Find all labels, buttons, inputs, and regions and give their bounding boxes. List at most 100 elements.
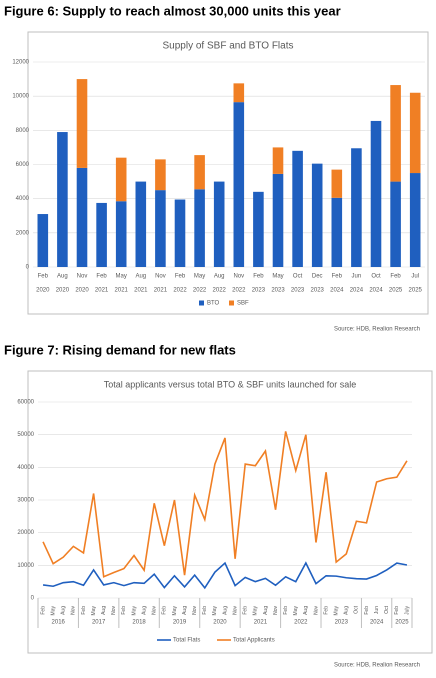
bar xyxy=(370,120,382,267)
x-tick-label: Feb xyxy=(243,606,249,615)
year-label: 2022 xyxy=(294,620,308,626)
x-tick-label: 2022 xyxy=(173,288,187,294)
x-tick-label: Feb xyxy=(175,274,186,280)
x-tick-label: May xyxy=(293,606,299,616)
bar xyxy=(115,157,127,202)
x-tick-label: Aug xyxy=(214,274,225,280)
x-tick-label: 2023 xyxy=(252,288,266,294)
x-tick-label: 2022 xyxy=(232,288,246,294)
x-tick-label: Oct xyxy=(293,274,303,280)
chart-frame xyxy=(27,370,433,654)
y-tick-label: 10000 xyxy=(17,563,34,569)
x-tick-label: Aug xyxy=(182,606,188,615)
x-tick-label: Aug xyxy=(61,606,67,615)
x-tick-label: 2025 xyxy=(409,288,423,294)
bar xyxy=(135,181,147,267)
bar xyxy=(292,150,303,267)
x-tick-label: Feb xyxy=(121,606,127,615)
chart-title: Total applicants versus total BTO & SBF … xyxy=(104,379,356,389)
x-tick-label: Feb xyxy=(332,274,343,280)
y-tick-label: 40000 xyxy=(17,465,34,471)
bar xyxy=(409,92,421,174)
x-tick-label: 2020 xyxy=(75,288,89,294)
bar xyxy=(213,181,225,267)
y-tick-label: 4000 xyxy=(16,196,30,202)
x-tick-label: Feb xyxy=(81,606,87,615)
x-tick-label: Feb xyxy=(323,606,329,615)
chart-frame xyxy=(27,31,429,315)
y-tick-label: 60000 xyxy=(17,400,34,406)
source: Source: HDB, Realion Research xyxy=(334,663,420,669)
x-tick-label: 2024 xyxy=(350,288,364,294)
x-tick-label: Nov xyxy=(232,606,238,615)
x-tick-label: May xyxy=(212,606,218,616)
bar xyxy=(331,197,343,267)
x-tick-label: Feb xyxy=(96,274,107,280)
legend-swatch xyxy=(199,300,204,306)
figure-title: Figure 6: Supply to reach almost 30,000 … xyxy=(4,3,341,18)
x-tick-label: July xyxy=(404,606,410,615)
year-label: 2021 xyxy=(254,620,268,626)
legend-swatch xyxy=(229,300,234,306)
year-label: 2025 xyxy=(395,620,409,626)
x-tick-label: Feb xyxy=(390,274,401,280)
bar xyxy=(409,173,421,267)
legend-label: Total Applicants xyxy=(233,638,275,644)
x-tick-label: 2021 xyxy=(134,288,148,294)
x-tick-label: Feb xyxy=(40,606,46,615)
x-tick-label: Oct xyxy=(384,605,390,613)
x-tick-label: Aug xyxy=(141,606,147,615)
x-tick-label: Nov xyxy=(192,606,198,615)
bar xyxy=(272,173,284,267)
x-tick-label: Nov xyxy=(152,606,158,615)
x-tick-label: Nov xyxy=(313,606,319,615)
x-tick-label: Nov xyxy=(77,274,88,280)
bar xyxy=(57,132,68,267)
bar xyxy=(76,79,88,168)
x-tick-label: Feb xyxy=(253,274,264,280)
y-tick-label: 50000 xyxy=(17,432,34,438)
year-label: 2019 xyxy=(173,620,187,626)
x-tick-label: May xyxy=(253,606,259,616)
x-tick-label: Nov xyxy=(155,274,166,280)
x-tick-label: Dec xyxy=(312,274,323,280)
y-tick-label: 0 xyxy=(31,596,35,602)
figure-title: Figure 7: Rising demand for new flats xyxy=(4,342,236,357)
y-tick-label: 20000 xyxy=(17,530,34,536)
bar xyxy=(390,85,401,182)
x-tick-label: 2020 xyxy=(36,288,50,294)
bar xyxy=(390,181,401,267)
x-tick-label: 2023 xyxy=(291,288,305,294)
x-tick-label: Aug xyxy=(222,606,228,615)
x-tick-label: 2023 xyxy=(271,288,285,294)
x-tick-label: May xyxy=(50,606,56,616)
x-tick-label: Aug xyxy=(57,274,68,280)
x-tick-label: May xyxy=(194,274,205,280)
x-tick-label: 2024 xyxy=(330,288,344,294)
legend-label: BTO xyxy=(207,301,220,307)
line xyxy=(42,431,408,578)
x-tick-label: May xyxy=(131,606,137,616)
year-label: 2018 xyxy=(132,620,146,626)
x-tick-label: May xyxy=(272,274,283,280)
bar xyxy=(233,83,245,103)
x-tick-label: May xyxy=(334,606,340,616)
bar xyxy=(194,155,205,190)
x-tick-label: Aug xyxy=(263,606,269,615)
x-tick-label: 2022 xyxy=(193,288,207,294)
year-label: 2017 xyxy=(92,620,106,626)
x-tick-label: Aug xyxy=(101,606,107,615)
bar xyxy=(311,163,323,267)
x-tick-label: Oct xyxy=(371,274,381,280)
x-tick-label: Feb xyxy=(162,606,168,615)
x-tick-label: Aug xyxy=(303,606,309,615)
bar xyxy=(351,148,362,267)
bar xyxy=(96,202,107,267)
x-tick-label: Feb xyxy=(283,606,289,615)
y-tick-label: 8000 xyxy=(16,128,30,134)
x-tick-label: Nov xyxy=(273,606,279,615)
x-tick-label: 2024 xyxy=(369,288,383,294)
x-tick-label: Feb xyxy=(364,606,370,615)
x-tick-label: Nov xyxy=(233,274,244,280)
